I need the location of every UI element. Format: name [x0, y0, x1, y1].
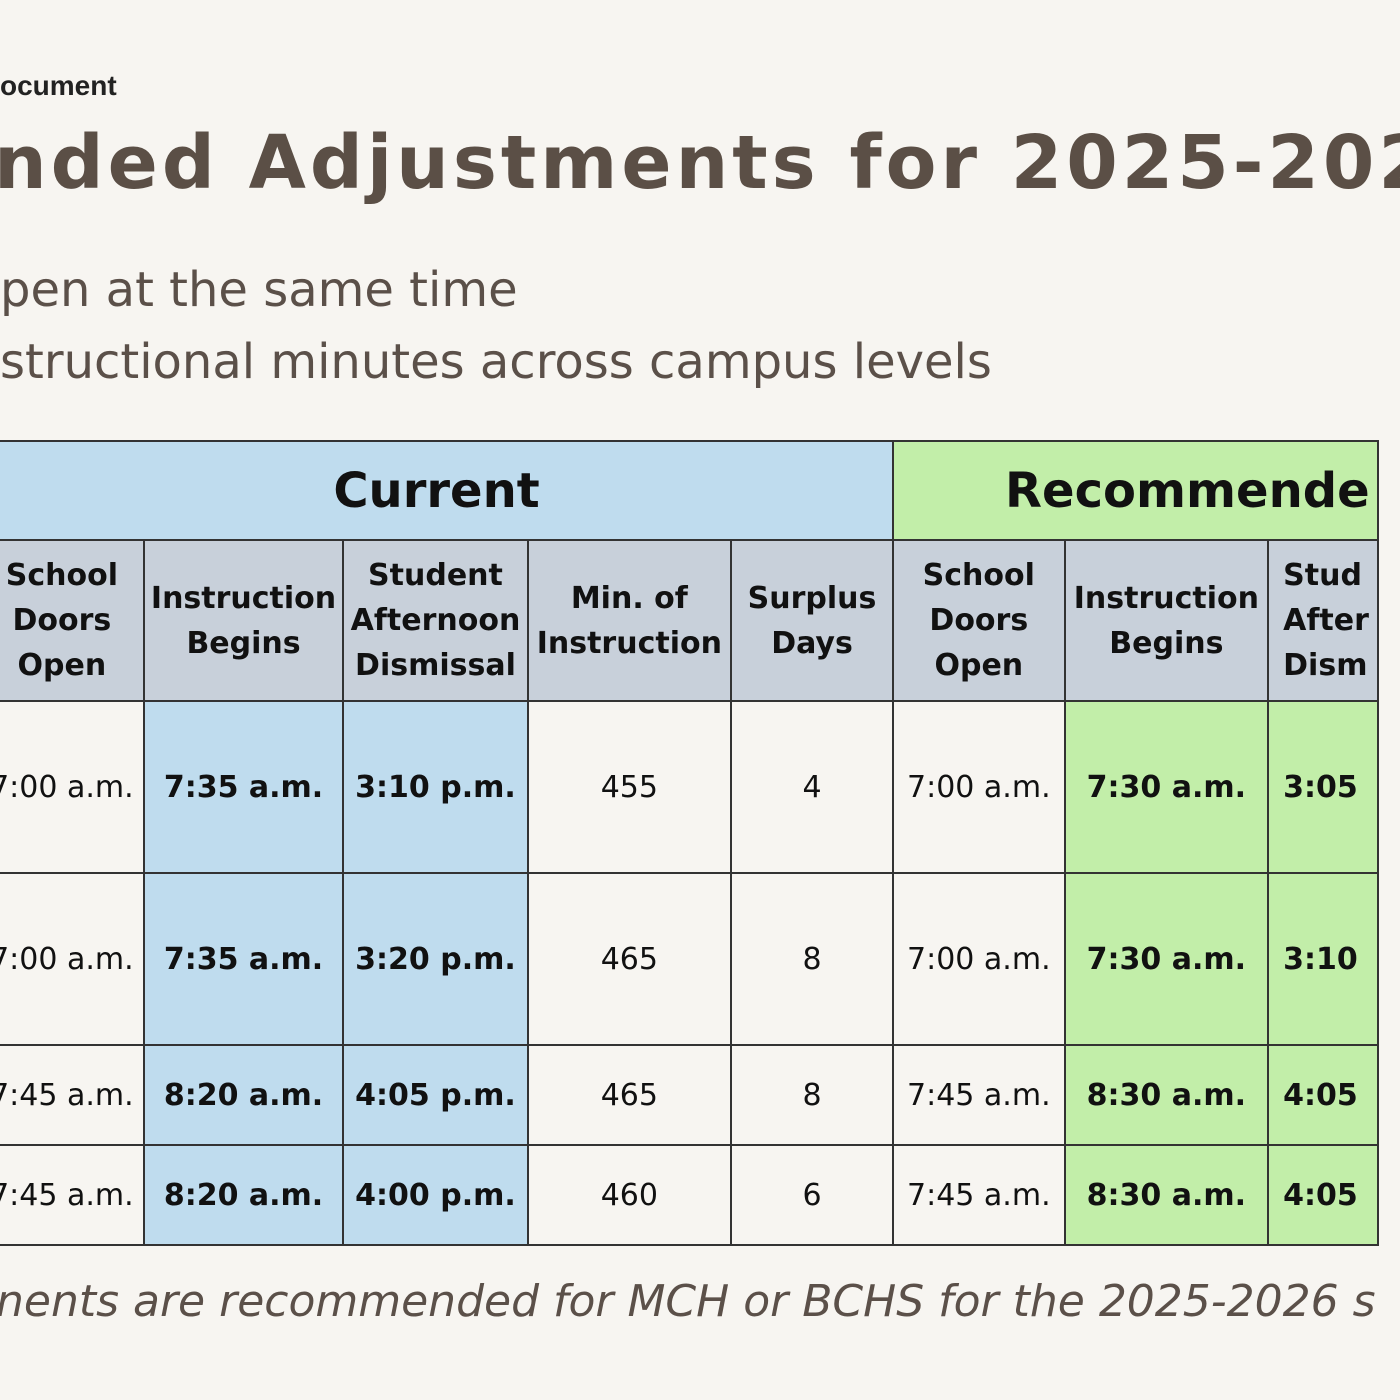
table-cell: 465 — [526, 1044, 733, 1146]
schedule-table: Current Recommende School Doors Open Instru… — [0, 440, 1379, 1246]
table-cell: 7:45 a.m. — [0, 1144, 145, 1246]
table-cell: 7:45 a.m. — [892, 1144, 1066, 1246]
table-cell: 8 — [730, 872, 895, 1046]
table-cell: 6 — [730, 1144, 895, 1246]
table-cell: 7:30 a.m. — [1063, 872, 1270, 1046]
bullet: pen at the same time — [0, 262, 518, 318]
table-cell: 465 — [526, 872, 733, 1046]
table-cell: 7:35 a.m. — [142, 872, 345, 1046]
column-header: School Doors Open — [0, 539, 145, 702]
table-cell: 4:05 — [1267, 1044, 1379, 1146]
group-header: Recommende — [892, 440, 1379, 541]
column-header: Instruction Begins — [142, 539, 345, 702]
table-cell: 8:20 a.m. — [142, 1044, 345, 1146]
table-cell: 7:00 a.m. — [892, 700, 1066, 874]
table-cell: 3:10 p.m. — [342, 700, 529, 874]
table-cell: 4:05 — [1267, 1144, 1379, 1246]
column-header: Student Afternoon Dismissal — [342, 539, 529, 702]
table-cell: 455 — [526, 700, 733, 874]
table-cell: 7:00 a.m. — [0, 872, 145, 1046]
column-header: Stud After Dism — [1267, 539, 1379, 702]
table-cell: 8 — [730, 1044, 895, 1146]
table-cell: 4:00 p.m. — [342, 1144, 529, 1246]
table-cell: 3:10 — [1267, 872, 1379, 1046]
title: nded Adjustments for 2025-202 — [0, 120, 1400, 206]
table-cell: 7:45 a.m. — [892, 1044, 1066, 1146]
table-cell: 7:00 a.m. — [0, 700, 145, 874]
table-cell: 8:30 a.m. — [1063, 1044, 1270, 1146]
table-cell: 7:35 a.m. — [142, 700, 345, 874]
bullet: structional minutes across campus levels — [0, 334, 992, 390]
table-cell: 3:20 p.m. — [342, 872, 529, 1046]
column-header: School Doors Open — [892, 539, 1066, 702]
table-cell: 3:05 — [1267, 700, 1379, 874]
column-header: Min. of Instruction — [526, 539, 733, 702]
table-cell: 7:45 a.m. — [0, 1044, 145, 1146]
table-cell: 8:30 a.m. — [1063, 1144, 1270, 1246]
doc-label: ocument — [0, 70, 117, 101]
footnote: nents are recommended for MCH or BCHS fo… — [0, 1276, 1376, 1327]
table-cell: 7:30 a.m. — [1063, 700, 1270, 874]
group-header: Current — [0, 440, 895, 541]
table-cell: 4 — [730, 700, 895, 874]
column-header: Instruction Begins — [1063, 539, 1270, 702]
table-cell: 460 — [526, 1144, 733, 1246]
table-cell: 4:05 p.m. — [342, 1044, 529, 1146]
column-header: Surplus Days — [730, 539, 895, 702]
table-cell: 8:20 a.m. — [142, 1144, 345, 1246]
table-cell: 7:00 a.m. — [892, 872, 1066, 1046]
